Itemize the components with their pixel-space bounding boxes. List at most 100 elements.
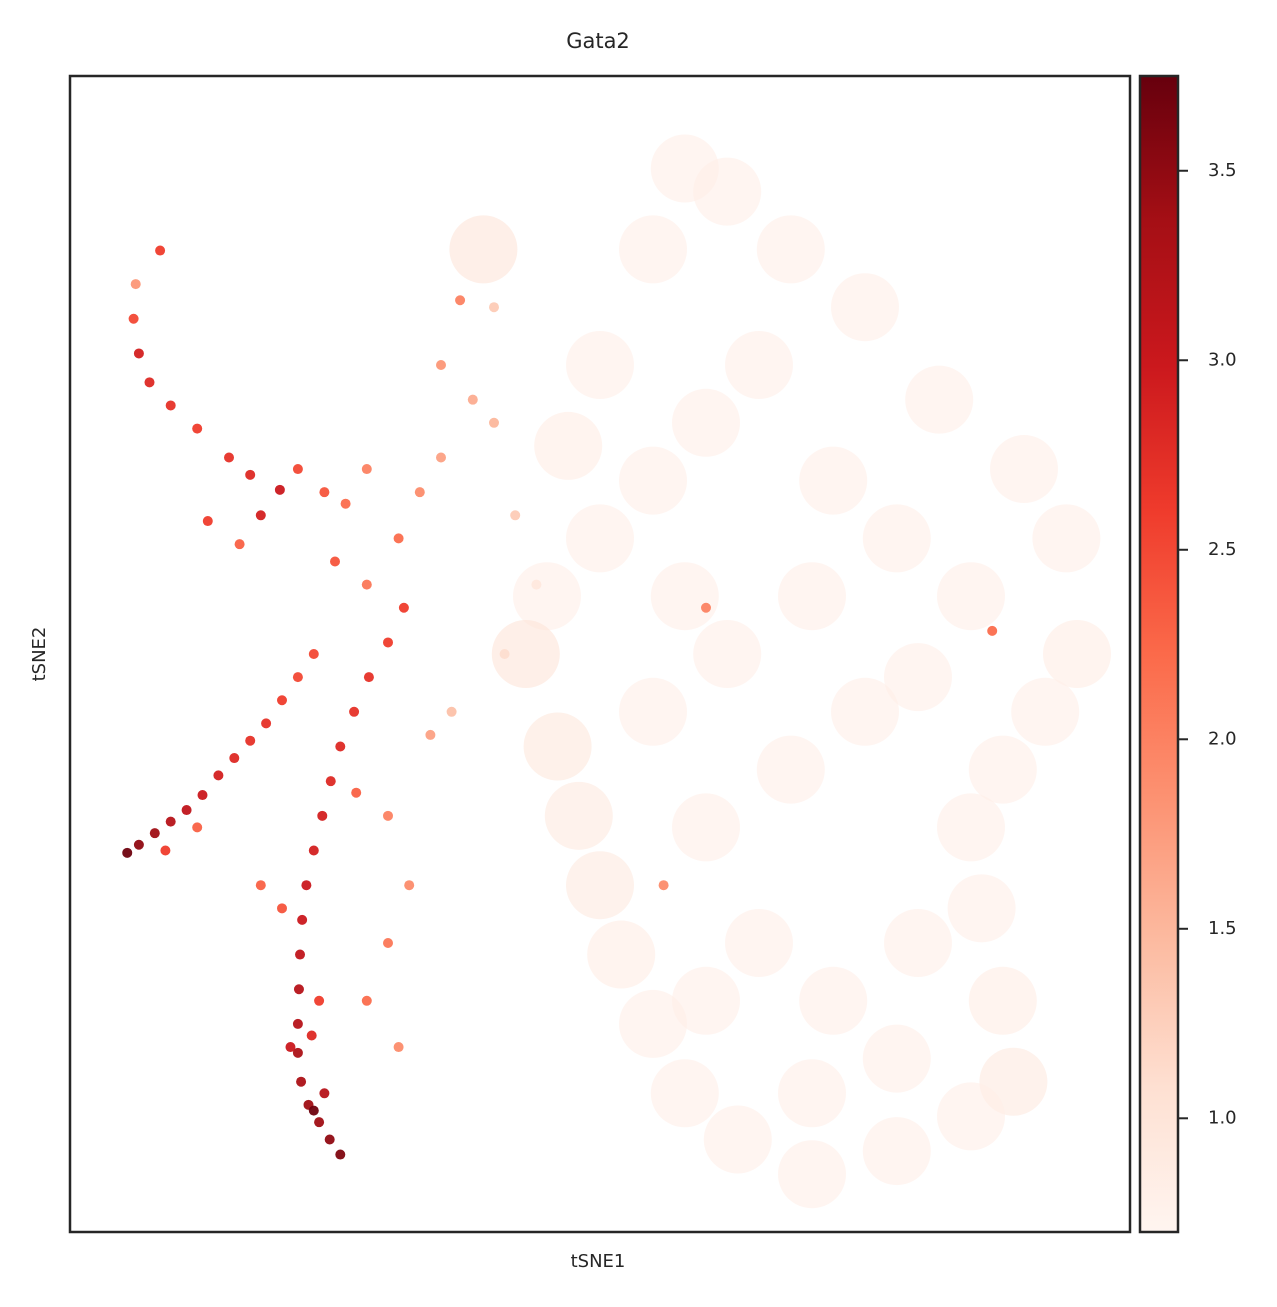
colorbar-tick-label: 2.0	[1208, 728, 1237, 749]
point	[285, 1042, 296, 1053]
point	[510, 510, 521, 521]
point	[862, 504, 931, 573]
point	[335, 741, 346, 752]
point	[296, 1076, 307, 1087]
colorbar-tick-label: 2.5	[1208, 539, 1237, 560]
point	[224, 452, 234, 463]
point	[534, 411, 603, 480]
point	[144, 377, 155, 388]
point	[937, 562, 1005, 631]
point	[968, 735, 1037, 804]
point	[489, 417, 499, 428]
point	[778, 1140, 846, 1209]
point	[619, 677, 687, 746]
point	[467, 394, 478, 405]
point	[513, 562, 581, 631]
point	[308, 1105, 319, 1116]
point	[361, 995, 372, 1006]
point	[756, 735, 825, 804]
point	[340, 498, 351, 509]
point	[130, 279, 141, 290]
point	[295, 949, 306, 960]
point	[446, 706, 457, 717]
point	[261, 718, 272, 729]
point	[489, 302, 499, 313]
point	[799, 966, 868, 1035]
point	[335, 1149, 346, 1160]
point	[658, 880, 669, 891]
point	[725, 909, 793, 977]
point	[149, 828, 160, 839]
point	[799, 446, 868, 515]
point	[351, 787, 362, 798]
point	[363, 672, 374, 683]
point	[393, 1042, 404, 1053]
point	[324, 1134, 335, 1145]
point	[165, 400, 176, 411]
point	[968, 966, 1037, 1035]
x-axis-label: tSNE1	[571, 1251, 626, 1272]
point	[619, 215, 687, 284]
point	[672, 388, 740, 457]
point	[778, 562, 846, 631]
point	[245, 735, 256, 746]
point	[277, 903, 287, 914]
point	[455, 295, 466, 306]
point	[947, 874, 1016, 943]
point	[292, 672, 303, 683]
point	[255, 880, 266, 891]
point	[905, 365, 974, 434]
point	[292, 1047, 303, 1058]
point	[292, 464, 303, 475]
point	[1011, 677, 1080, 746]
colorbar-tick-label: 1.0	[1208, 1107, 1237, 1128]
point	[566, 504, 634, 573]
point	[778, 1059, 846, 1128]
point	[491, 620, 560, 688]
point	[229, 753, 240, 764]
colorbar-tick-label: 1.5	[1208, 918, 1237, 939]
point	[383, 637, 393, 648]
point	[319, 487, 330, 498]
point	[884, 909, 952, 977]
point	[308, 845, 319, 856]
point	[192, 423, 203, 434]
point	[693, 620, 762, 688]
plot-frame	[68, 74, 1132, 1234]
point	[192, 822, 203, 833]
point	[308, 649, 319, 659]
y-axis-label: tSNE2	[29, 627, 50, 682]
point	[693, 157, 762, 226]
point	[297, 914, 308, 925]
point	[202, 516, 213, 527]
point	[587, 920, 656, 989]
colorbar-tick-label: 3.5	[1208, 160, 1237, 181]
point	[181, 805, 192, 816]
point	[133, 348, 144, 359]
point	[314, 995, 325, 1006]
point	[831, 273, 899, 342]
point	[277, 695, 287, 706]
point	[672, 793, 740, 862]
point	[672, 966, 740, 1035]
point	[160, 845, 171, 856]
point	[317, 810, 328, 821]
point	[425, 729, 436, 740]
point	[398, 602, 409, 613]
point	[383, 810, 393, 821]
point	[293, 984, 304, 995]
point	[937, 793, 1005, 862]
point	[234, 539, 245, 550]
point	[133, 839, 144, 850]
point	[319, 1088, 330, 1099]
point	[213, 770, 224, 781]
point	[449, 215, 518, 284]
point	[325, 776, 336, 787]
point	[884, 643, 952, 712]
point	[197, 790, 208, 801]
point	[566, 331, 634, 399]
point	[937, 1082, 1005, 1151]
point	[1032, 504, 1101, 573]
point	[544, 781, 613, 850]
